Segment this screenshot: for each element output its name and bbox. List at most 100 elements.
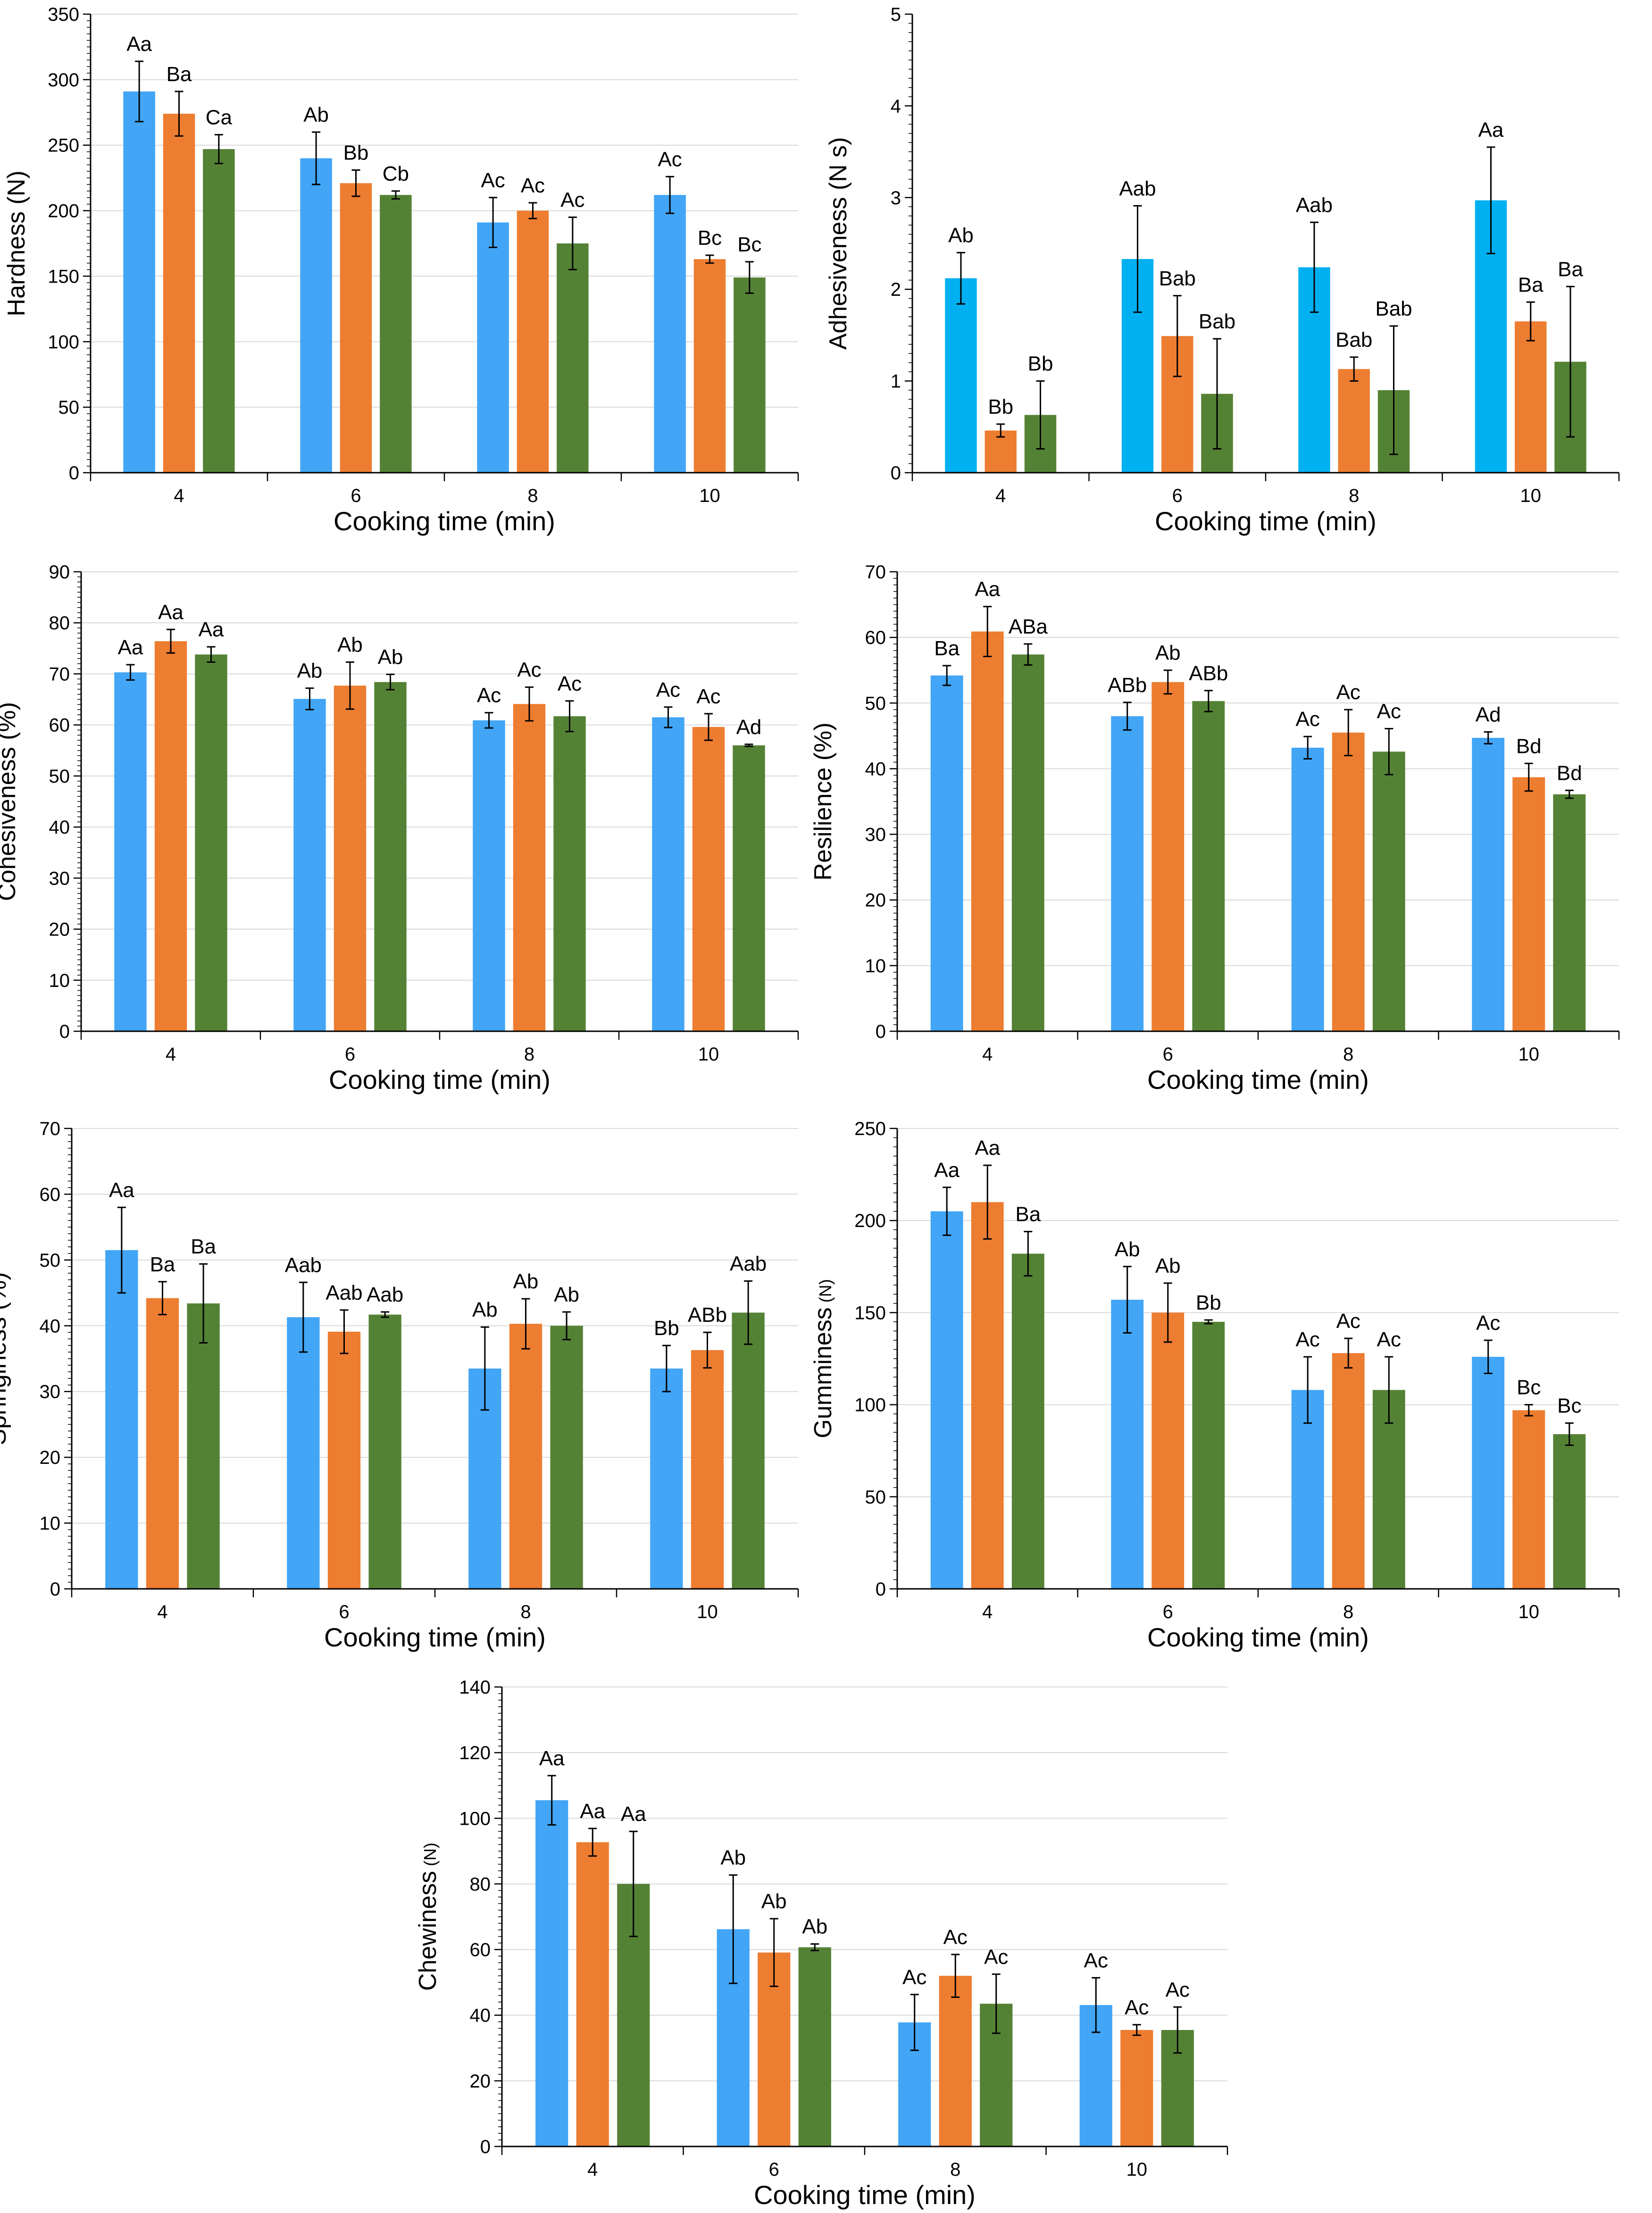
x-tick-label: 4 (174, 485, 184, 506)
bar (154, 641, 187, 1031)
x-tick-label: 6 (1163, 1602, 1173, 1622)
y-axis-title: Hardness (N) (3, 170, 30, 316)
significance-label: Ca (206, 106, 233, 129)
significance-label: Aa (580, 1800, 605, 1823)
bar (105, 1250, 138, 1589)
significance-label: Aa (158, 601, 184, 624)
bar (1515, 321, 1547, 473)
y-tick-label: 40 (49, 817, 70, 838)
bar (734, 277, 766, 473)
significance-label: Aa (199, 618, 224, 641)
significance-label: Ab (802, 1915, 827, 1938)
y-axis-title-text: Adhesiveness (N s) (825, 137, 852, 350)
x-tick-label: 10 (699, 485, 720, 506)
significance-label: Ba (1518, 273, 1544, 296)
significance-label: Bd (1557, 761, 1582, 785)
significance-label: Bb (654, 1317, 679, 1340)
significance-label: Aa (975, 578, 1000, 601)
y-axis-title: Chewiness (N) (414, 1843, 442, 1991)
bar (195, 654, 227, 1031)
bar (650, 1368, 683, 1589)
y-tick-label: 50 (865, 693, 886, 714)
bar (163, 114, 195, 473)
significance-label: Bc (1557, 1395, 1581, 1418)
y-tick-label: 0 (891, 463, 901, 484)
significance-label: Bab (1199, 310, 1235, 333)
significance-label: Bc (737, 233, 761, 256)
y-tick-label: 50 (58, 397, 80, 418)
y-tick-label: 250 (854, 1119, 886, 1139)
y-tick-label: 60 (49, 715, 70, 736)
x-tick-label: 10 (1126, 2159, 1148, 2180)
y-tick-label: 20 (470, 2071, 491, 2092)
significance-label: Bb (1028, 352, 1053, 376)
x-axis-title: Cooking time (min) (334, 506, 555, 536)
significance-label: Bc (698, 226, 722, 250)
significance-label: Ab (297, 660, 323, 683)
y-tick-label: 50 (49, 766, 70, 787)
significance-label: Ab (513, 1270, 539, 1293)
x-tick-label: 6 (769, 2159, 779, 2180)
bar (1553, 1434, 1586, 1589)
bar (798, 1947, 831, 2146)
significance-label: Aa (1478, 118, 1504, 142)
y-tick-label: 50 (40, 1250, 61, 1271)
significance-label: Ac (1336, 1310, 1360, 1333)
significance-label: ABb (1189, 662, 1228, 685)
y-tick-label: 60 (470, 1940, 491, 1961)
gumminess-chart: 0 50 100 150 200 250 Aa Ab Ac Ac Aa Ab Ac Bc Ba Bb Ac Bc 4… (809, 1119, 1620, 1652)
bar (971, 1202, 1004, 1589)
y-tick-label: 20 (40, 1447, 61, 1468)
y-tick-label: 30 (40, 1382, 61, 1403)
significance-label: Ab (1155, 1254, 1181, 1278)
y-tick-label: 60 (865, 627, 886, 648)
bar (691, 1350, 724, 1589)
bar (287, 1317, 320, 1589)
bar (1151, 682, 1185, 1031)
bar (477, 222, 509, 473)
y-tick-label: 150 (48, 266, 79, 287)
bar (930, 675, 963, 1031)
bar (187, 1303, 220, 1589)
bar (1151, 1312, 1185, 1589)
x-tick-label: 8 (524, 1044, 534, 1065)
bar (939, 1976, 972, 2146)
bar (1372, 752, 1405, 1031)
significance-label: Ab (1155, 642, 1181, 665)
significance-label: Ac (1476, 1311, 1500, 1335)
significance-label: Ac (521, 174, 545, 197)
bar (557, 243, 589, 473)
significance-label: Ba (1015, 1203, 1041, 1226)
bar (1120, 2030, 1153, 2146)
y-tick-label: 4 (891, 96, 901, 117)
significance-label: Bab (1375, 297, 1412, 320)
bar (114, 672, 147, 1031)
significance-label: Ac (696, 685, 720, 708)
y-axis-title: Adhesiveness (N s) (825, 137, 852, 350)
significance-label: Ab (761, 1890, 787, 1913)
y-axis-title: Gumminess (N) (809, 1279, 837, 1438)
bar (1472, 738, 1505, 1031)
y-tick-label: 40 (40, 1316, 61, 1336)
bar (334, 685, 367, 1031)
bar (300, 158, 332, 473)
significance-label: Ac (656, 678, 680, 701)
y-tick-label: 60 (40, 1184, 61, 1205)
bar (517, 210, 549, 473)
significance-label: Aa (934, 1159, 959, 1182)
significance-label: Aab (1296, 193, 1333, 217)
cohesiveness-chart: 0 10 20 30 40 50 60 70 80 90 Aa Ab Ac Ac Aa Ab Ac Ac Aa Ab A… (0, 562, 799, 1094)
significance-label: Ba (934, 637, 959, 660)
significance-label: Ac (477, 684, 501, 707)
bar (1512, 777, 1545, 1031)
y-axis-title-unit: (N) (816, 1279, 835, 1307)
significance-label: Ad (1476, 703, 1501, 727)
y-tick-label: 0 (876, 1579, 886, 1600)
significance-label: Aab (285, 1253, 322, 1277)
x-tick-label: 10 (697, 1602, 718, 1622)
x-tick-label: 8 (1343, 1602, 1353, 1622)
x-axis-title: Cooking time (min) (329, 1065, 551, 1094)
y-tick-label: 30 (49, 868, 70, 889)
y-axis-title: Resilience (%) (809, 722, 837, 880)
significance-label: Ac (558, 672, 582, 695)
